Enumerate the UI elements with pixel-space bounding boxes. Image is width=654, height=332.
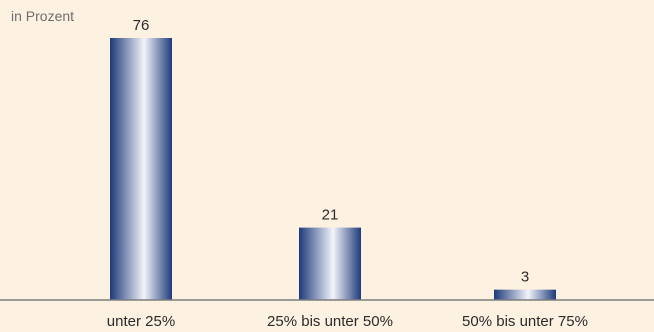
bar-1 bbox=[110, 38, 172, 300]
bars-group: 76 unter 25% 21 25% bis unter 50% 3 50% bis u… bbox=[107, 17, 588, 330]
category-label-2: 25% bis unter 50% bbox=[267, 313, 393, 330]
unit-label: in Prozent bbox=[11, 8, 75, 24]
bar-3 bbox=[494, 289, 556, 300]
bar-value-label-3: 3 bbox=[521, 269, 529, 286]
category-label-3: 50% bis unter 75% bbox=[462, 313, 588, 330]
bar-2 bbox=[299, 227, 361, 300]
bar-value-label-1: 76 bbox=[133, 17, 150, 34]
category-label-1: unter 25% bbox=[107, 313, 175, 330]
bar-value-label-2: 21 bbox=[322, 207, 339, 224]
